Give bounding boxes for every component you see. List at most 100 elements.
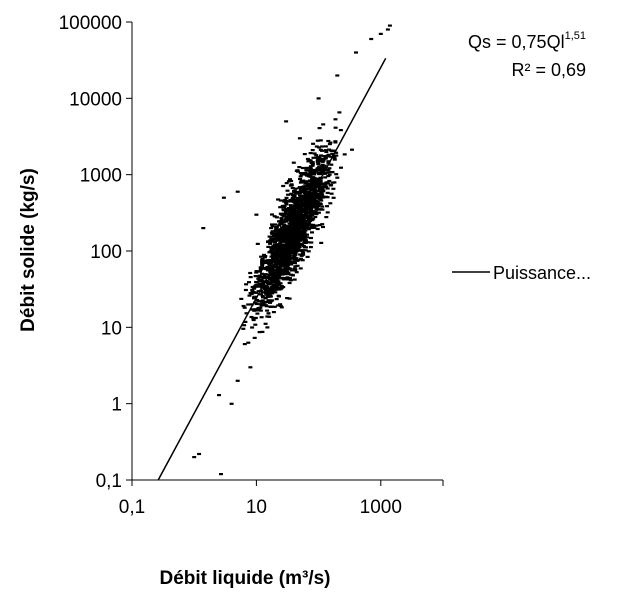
data-point [261,296,265,299]
data-point [314,145,319,148]
data-point [311,156,316,159]
data-point [260,259,265,262]
data-point [309,172,314,175]
data-point [242,324,247,327]
data-point [283,261,288,264]
equation-annotation: Qs = 0,75Ql1,51 [468,30,586,52]
data-point [264,260,269,263]
data-point [308,183,313,186]
data-point [306,250,311,253]
data-point [289,269,294,272]
data-point [279,217,284,220]
r-squared-annotation: R² = 0,69 [511,60,586,80]
data-point [303,182,308,185]
data-point [197,452,202,456]
data-point [290,234,295,237]
data-point [294,250,299,253]
data-point [201,227,206,230]
data-point [306,173,311,176]
data-point [219,473,223,476]
data-point [323,183,328,186]
data-point [325,211,330,214]
data-point [298,191,302,194]
data-point [254,309,259,312]
data-point [279,252,284,255]
data-point [284,207,289,210]
data-point [307,192,311,195]
data-point [319,167,324,170]
data-point [322,168,327,171]
data-point [328,141,333,144]
data-point [332,181,337,184]
data-point [325,187,330,190]
data-point [254,271,259,274]
data-point [290,214,295,217]
data-point [315,227,320,231]
data-point [324,149,328,152]
data-point [273,280,278,283]
data-point [263,304,268,307]
x-tick-label: 0,1 [119,497,145,518]
data-point [255,242,260,245]
data-point [256,300,261,303]
data-point [307,228,312,231]
data-point [260,263,265,266]
y-tick-label: 0,1 [96,471,122,492]
data-point [316,161,321,164]
data-point [350,148,354,151]
data-point [280,258,285,261]
data-point [279,261,284,264]
data-point [315,195,320,198]
data-point [302,203,307,207]
data-point [298,242,303,246]
data-point [305,205,310,208]
data-point [297,224,302,227]
data-point [264,284,269,287]
data-point [294,169,299,172]
data-point [255,312,260,315]
data-point [297,194,302,197]
data-point [275,255,280,258]
data-point [258,303,263,306]
data-point [270,223,274,226]
data-point [329,192,334,195]
data-point [308,208,313,211]
data-point [319,199,324,202]
data-point [281,278,286,281]
data-point [304,246,308,249]
data-point [273,223,278,226]
data-point [320,145,325,148]
data-point [258,268,263,271]
data-point [290,197,295,200]
data-point [269,227,274,230]
data-point [251,318,256,322]
data-point [315,159,320,162]
data-point [325,205,330,208]
data-point [287,277,292,280]
data-point [291,161,296,164]
data-point [285,189,290,192]
data-point [284,269,288,273]
data-point [284,243,289,246]
data-point [270,277,275,280]
data-point [287,207,291,210]
data-point [330,171,335,174]
data-point [285,210,290,213]
data-point [319,170,324,173]
data-point [301,238,306,241]
data-point [313,199,317,202]
data-point [329,163,334,166]
data-point [256,290,261,293]
data-point [279,218,284,221]
data-point [284,212,289,216]
data-point [297,236,302,239]
data-point [253,301,258,304]
data-point [298,267,303,270]
data-point [303,233,308,236]
data-point [270,285,275,288]
data-point [286,233,291,236]
data-point [305,255,310,258]
data-point [252,286,257,289]
data-point [262,256,267,259]
data-point [333,118,338,121]
